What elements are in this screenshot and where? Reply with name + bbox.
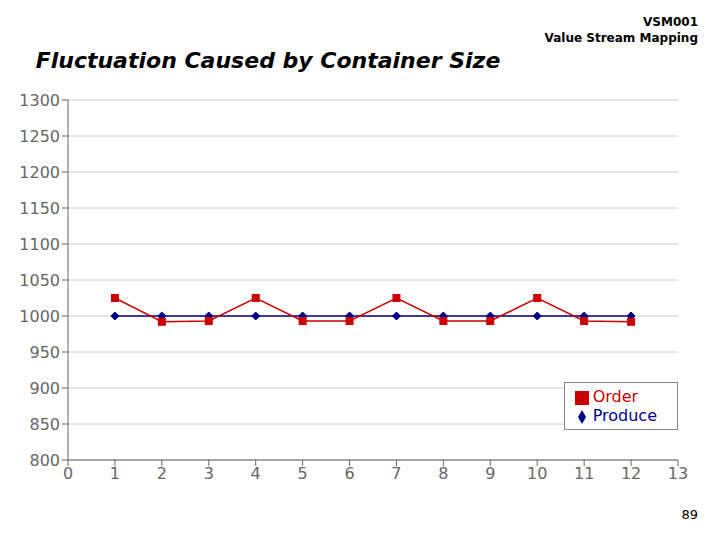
html-text:Fluctuation Caused by Containe: Fluctuation Caused by Container Size <box>35 48 501 73</box>
html-text:89: 89 <box>681 507 698 522</box>
svg-text:1200: 1200 <box>19 163 60 182</box>
svg-text:7: 7 <box>391 464 401 483</box>
svg-text:1050: 1050 <box>19 271 60 290</box>
html-text:Order: Order <box>592 387 639 406</box>
svg-text:3: 3 <box>204 464 214 483</box>
svg-text:1000: 1000 <box>19 307 60 326</box>
svg-text:0: 0 <box>63 464 73 483</box>
svg-text:1150: 1150 <box>19 199 60 218</box>
svg-text:12: 12 <box>621 464 641 483</box>
svg-text:11: 11 <box>574 464 594 483</box>
svg-text:6: 6 <box>344 464 354 483</box>
svg-text:800: 800 <box>29 451 60 470</box>
svg-text:9: 9 <box>485 464 495 483</box>
svg-text:850: 850 <box>29 415 60 434</box>
svg-text:4: 4 <box>251 464 261 483</box>
svg-text:900: 900 <box>29 379 60 398</box>
svg-text:1300: 1300 <box>19 91 60 110</box>
svg-text:8: 8 <box>438 464 448 483</box>
svg-text:13: 13 <box>668 464 688 483</box>
svg-text:5: 5 <box>298 464 308 483</box>
svg-text:950: 950 <box>29 343 60 362</box>
svg-text:2: 2 <box>157 464 167 483</box>
svg-text:10: 10 <box>527 464 547 483</box>
svg-text:1: 1 <box>110 464 120 483</box>
html-text:Value Stream Mapping: Value Stream Mapping <box>544 31 698 45</box>
html-text:VSM001: VSM001 <box>643 15 698 29</box>
html-text:Produce: Produce <box>592 406 657 425</box>
svg-text:1250: 1250 <box>19 127 60 146</box>
svg-text:1100: 1100 <box>19 235 60 254</box>
